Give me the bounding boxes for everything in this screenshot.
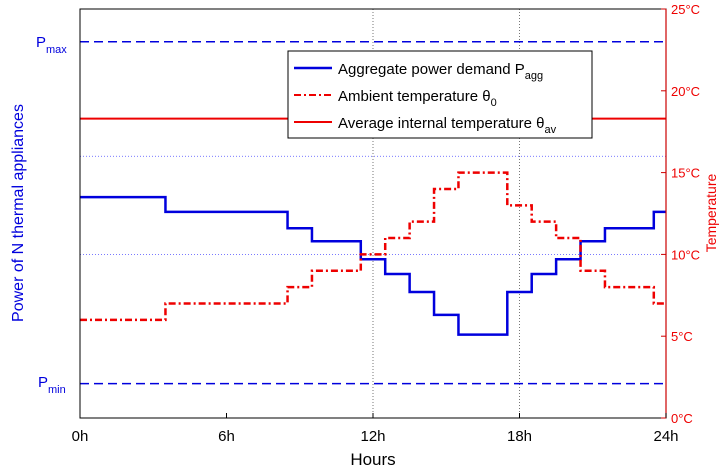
right-tick-label: 10°C (671, 247, 700, 262)
x-axis-label: Hours (350, 450, 395, 469)
x-tick-label: 24h (653, 428, 678, 445)
right-tick-label: 15°C (671, 166, 700, 181)
legend-entry-internal: Average internal temperature θav (338, 115, 557, 136)
series-layer (80, 117, 666, 336)
legend-entry-power-text: Aggregate power demand P (338, 61, 525, 78)
legend-entry-power-sub: agg (525, 70, 543, 82)
pmax-label-main: P (36, 34, 46, 51)
gridlines (80, 9, 666, 418)
right-tick-label: 25°C (671, 2, 700, 17)
right-tick-label: 0°C (671, 411, 693, 426)
legend-entry-internal-sub: av (545, 124, 557, 136)
pmin-label: Pmin (38, 374, 66, 396)
pmin-label-sub: min (48, 384, 66, 396)
left-axis-label: Power of N thermal appliances (10, 104, 27, 322)
pmin-label-main: P (38, 374, 48, 391)
x-tick-label: 12h (360, 428, 385, 445)
x-tick-label: 6h (218, 428, 235, 445)
x-tick-label: 18h (507, 428, 532, 445)
right-axis-label: Temperature (703, 173, 719, 252)
x-tick-label: 0h (72, 428, 89, 445)
series-power-line (80, 195, 666, 336)
legend-entry-power: Aggregate power demand Pagg (338, 61, 543, 82)
right-tick-label: 20°C (671, 84, 700, 99)
legend: Aggregate power demand Pagg Ambient temp… (287, 50, 593, 139)
right-tick-label: 5°C (671, 329, 693, 344)
pmax-label-sub: max (46, 44, 67, 56)
pmax-label: Pmax (36, 34, 67, 56)
legend-entry-ambient-sub: 0 (491, 97, 497, 109)
legend-box (287, 50, 593, 139)
legend-entry-internal-text: Average internal temperature θ (338, 115, 545, 132)
x-axis-ticks: 0h 6h 12h 18h 24h (72, 413, 679, 445)
series-ambient-line (80, 171, 666, 322)
right-axis-ticks: 0°C 5°C 10°C 15°C 20°C 25°C (661, 2, 700, 426)
legend-entry-ambient: Ambient temperature θ0 (338, 88, 497, 109)
legend-entry-ambient-text: Ambient temperature θ (338, 88, 491, 105)
